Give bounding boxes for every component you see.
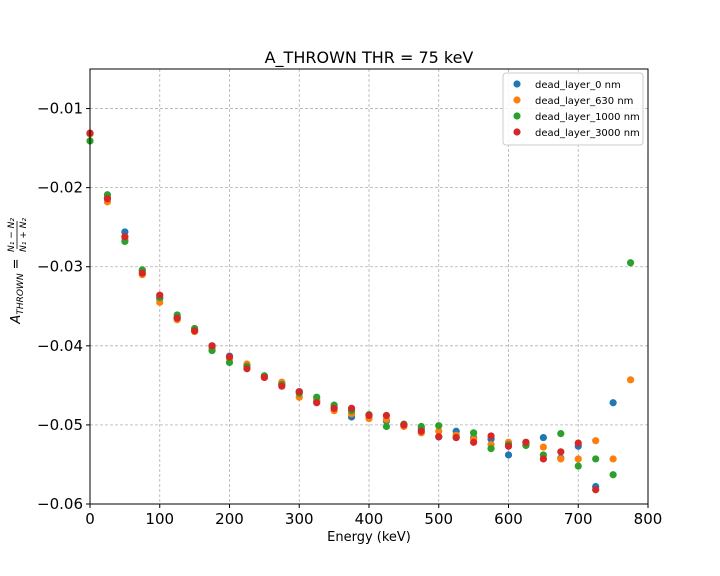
y-axis-label-denominator: N₁ + N₂ [19, 218, 29, 252]
x-tick-label: 0 [85, 510, 95, 528]
y-tick-label: −0.01 [37, 100, 83, 118]
data-point [592, 455, 600, 463]
data-point [609, 471, 617, 479]
data-point [365, 411, 373, 420]
y-axis-label-text: ATHROWN = [9, 258, 26, 324]
data-point [435, 433, 443, 441]
data-point [487, 432, 495, 440]
data-point [487, 445, 495, 453]
data-point [121, 233, 129, 241]
data-point [539, 443, 547, 451]
data-point [417, 427, 425, 435]
x-axis-label: Energy (keV) [327, 530, 411, 545]
y-axis-label-numerator: N₁ − N₂ [7, 218, 17, 252]
legend-marker [513, 112, 521, 120]
data-point [452, 433, 460, 442]
legend-entry: dead_layer_0 nm [535, 80, 621, 91]
data-point [626, 259, 635, 267]
data-point [225, 353, 234, 361]
data-point [557, 455, 565, 463]
data-point [574, 455, 582, 463]
data-point [626, 376, 635, 384]
y-axis-label-sub: THROWN [16, 273, 26, 315]
data-point [609, 455, 617, 463]
data-point [138, 269, 146, 277]
x-tick-label: 400 [355, 510, 384, 528]
data-point [103, 195, 112, 203]
x-axis-ticks: 0 100 200 300 400 500 600 700 800 [85, 504, 662, 528]
data-point [592, 486, 600, 494]
data-point [382, 422, 391, 431]
legend-marker [513, 128, 521, 136]
y-axis-label: ATHROWN = N₁ − N₂ N₁ + N₂ [7, 218, 29, 325]
legend-marker [513, 96, 521, 104]
data-point [435, 427, 443, 435]
data-point [313, 399, 321, 407]
series-3 [86, 129, 600, 494]
y-axis-label-eq: = [9, 258, 24, 273]
data-point [330, 404, 338, 412]
data-point [574, 439, 582, 447]
data-point [504, 451, 513, 459]
data-point [243, 365, 251, 373]
data-point [539, 433, 547, 442]
data-point [522, 438, 530, 446]
data-point [574, 462, 582, 470]
y-tick-label: −0.03 [37, 258, 83, 276]
legend-entry: dead_layer_630 nm [535, 96, 633, 107]
data-point [208, 342, 216, 350]
data-point [260, 373, 268, 382]
legend-entry: dead_layer_1000 nm [535, 112, 640, 123]
legend-entry: dead_layer_3000 nm [535, 128, 640, 139]
x-tick-label: 100 [145, 510, 174, 528]
y-tick-label: −0.06 [37, 495, 83, 513]
x-tick-label: 300 [285, 510, 314, 528]
x-tick-label: 700 [564, 510, 593, 528]
data-point [225, 358, 234, 367]
data-point [557, 448, 565, 456]
y-axis-ticks: −0.06 −0.05 −0.04 −0.03 −0.02 −0.01 [37, 100, 90, 513]
x-tick-label: 800 [634, 510, 663, 528]
data-point [557, 430, 565, 438]
data-point [435, 422, 443, 430]
legend: dead_layer_0 nm dead_layer_630 nm dead_lay… [502, 72, 644, 146]
data-point [400, 421, 408, 429]
data-point [278, 382, 286, 390]
data-point [504, 442, 513, 450]
data-points [86, 129, 635, 494]
data-point [470, 429, 478, 437]
data-point [382, 411, 391, 420]
data-point [156, 291, 164, 299]
data-point [191, 327, 199, 335]
data-point [539, 455, 547, 463]
legend-marker [513, 80, 521, 88]
data-point [609, 399, 617, 407]
y-tick-label: −0.02 [37, 179, 83, 197]
x-tick-label: 600 [494, 510, 523, 528]
data-point [592, 437, 600, 445]
y-tick-label: −0.04 [37, 337, 83, 355]
chart-title: A_THROWN THR = 75 keV [265, 48, 474, 68]
legend-box [502, 72, 644, 146]
y-tick-label: −0.05 [37, 416, 83, 434]
data-point [313, 393, 321, 401]
data-point [173, 314, 181, 322]
data-point [470, 438, 478, 446]
x-tick-label: 200 [215, 510, 244, 528]
data-point [347, 404, 356, 412]
y-axis-label-main: A [9, 315, 24, 325]
data-point [295, 388, 303, 396]
x-tick-label: 500 [424, 510, 453, 528]
